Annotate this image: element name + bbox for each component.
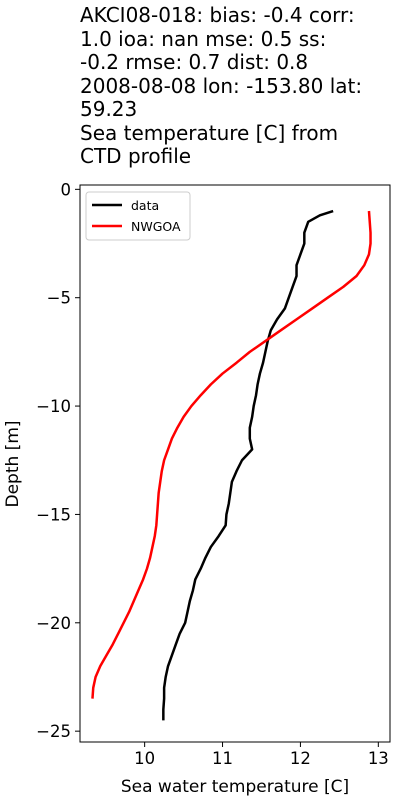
y-tick-label: −5 [47, 289, 71, 308]
series-layer [91, 209, 372, 721]
series-line-nwgoa [91, 210, 372, 699]
plot-area [80, 185, 390, 742]
x-axis-label: Sea water temperature [C] [121, 777, 349, 797]
y-axis-ticks: 0 −5 −10 −15 −20 −25 [36, 180, 80, 741]
y-axis-label: Depth [m] [3, 420, 23, 507]
y-tick-label: −20 [36, 614, 71, 633]
series-line-data [162, 209, 334, 721]
legend: data NWGOA [85, 191, 191, 241]
legend-label-data: data [131, 198, 159, 213]
chart-title: AKCI08-018: bias: -0.4 corr: 1.0 ioa: nan… [80, 3, 398, 169]
x-tick-label: 11 [212, 749, 233, 768]
title-line: 1.0 ioa: nan mse: 0.5 ss: [80, 26, 327, 51]
x-tick-label: 10 [134, 749, 155, 768]
y-tick-label: −10 [36, 397, 71, 416]
title-line: 59.23 [80, 97, 138, 121]
y-tick-label: −15 [36, 505, 71, 524]
title-line: -0.2 rmse: 0.7 dist: 0.8 [80, 50, 309, 74]
legend-label-nwgoa: NWGOA [131, 219, 181, 234]
plot-frame [79, 184, 391, 743]
x-axis-ticks: 10 11 12 13 [134, 742, 389, 768]
x-tick-label: 13 [368, 749, 389, 768]
y-tick-label: −25 [36, 722, 71, 741]
title-line: AKCI08-018: bias: -0.4 corr: [80, 3, 355, 27]
title-line: 2008-08-08 lon: -153.80 lat: [80, 73, 363, 98]
title-line: CTD profile [80, 144, 192, 168]
y-tick-label: 0 [61, 180, 72, 199]
x-tick-label: 12 [290, 749, 311, 768]
title-line: Sea temperature [C] from [80, 120, 339, 145]
